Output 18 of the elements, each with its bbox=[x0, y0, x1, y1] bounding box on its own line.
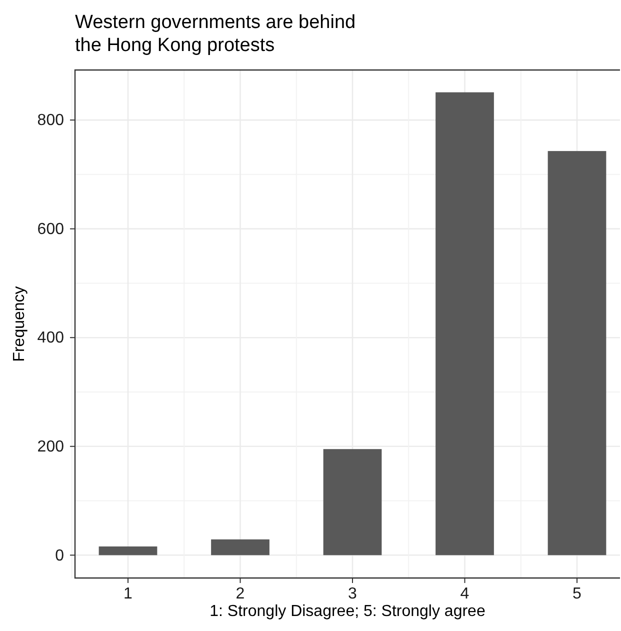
x-tick-label: 4 bbox=[460, 585, 470, 602]
y-tick-label: 0 bbox=[55, 547, 64, 564]
y-tick-label: 600 bbox=[37, 220, 64, 238]
x-tick-label: 1 bbox=[124, 585, 133, 602]
y-tick-label: 800 bbox=[37, 112, 64, 130]
x-axis-title: 1: Strongly Disagree; 5: Strongly agree bbox=[210, 603, 486, 620]
x-tick-label: 3 bbox=[348, 585, 358, 602]
bar bbox=[98, 546, 158, 556]
y-tick-label: 400 bbox=[37, 330, 64, 347]
x-tick-label: 5 bbox=[572, 585, 582, 602]
y-tick-label: 200 bbox=[37, 438, 64, 456]
y-axis-title: Frequency bbox=[11, 286, 28, 362]
chart-title: Western governments are behind the Hong Kong protests bbox=[75, 12, 356, 56]
bar bbox=[323, 449, 382, 556]
bar bbox=[548, 151, 606, 556]
bar bbox=[436, 92, 494, 556]
bar bbox=[211, 539, 270, 556]
x-tick-label: 2 bbox=[236, 585, 245, 602]
